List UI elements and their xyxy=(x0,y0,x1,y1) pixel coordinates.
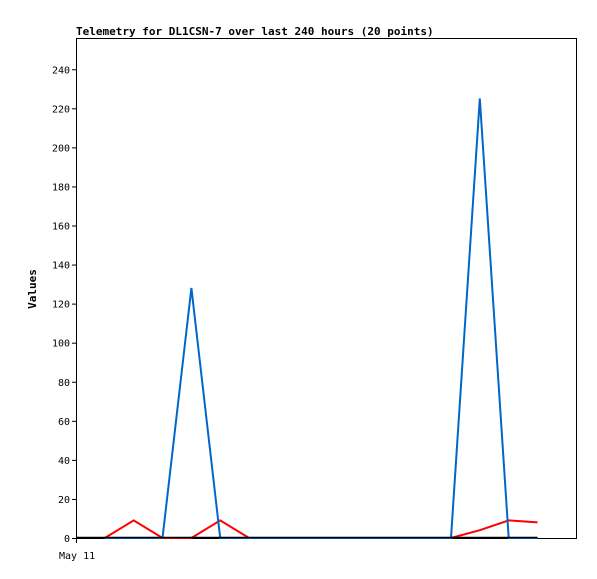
chart-title: Telemetry for DL1CSN-7 over last 240 hou… xyxy=(76,25,434,38)
y-axis-label: Values xyxy=(26,269,39,309)
y-tick-label: 120 xyxy=(52,300,70,311)
plot-frame xyxy=(76,38,577,539)
y-tick-label: 180 xyxy=(52,182,70,193)
series-layer xyxy=(76,98,538,539)
y-tick-label: 100 xyxy=(52,339,70,350)
y-tick-label: 80 xyxy=(58,378,70,389)
y-tick-label: 40 xyxy=(58,456,70,467)
y-tick-label: 0 xyxy=(64,534,70,545)
y-tick-label: 220 xyxy=(52,104,70,115)
y-axis: 0 20 40 60 80 100 120 140 160 180 200 220 240 xyxy=(52,65,76,545)
series-line-2 xyxy=(104,98,538,539)
y-tick-label: 60 xyxy=(58,417,70,428)
y-tick-label: 20 xyxy=(58,495,70,506)
y-tick-label: 160 xyxy=(52,222,70,233)
series-line-1 xyxy=(104,519,538,539)
x-axis: May 11 xyxy=(59,538,95,562)
y-tick-label: 240 xyxy=(52,65,70,76)
y-tick-label: 140 xyxy=(52,261,70,272)
x-tick-label: May 11 xyxy=(59,551,95,562)
y-tick-label: 200 xyxy=(52,143,70,154)
